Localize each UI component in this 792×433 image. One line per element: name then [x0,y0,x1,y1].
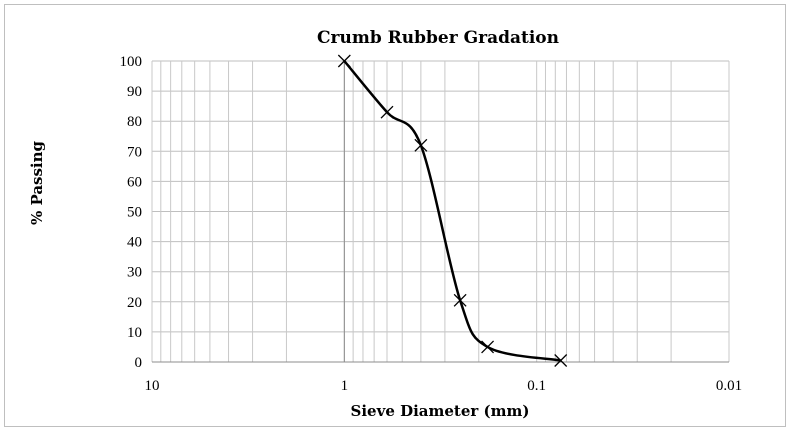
y-tick-label: 30 [127,265,142,281]
y-tick-label: 0 [135,355,143,371]
y-tick-label: 80 [127,114,142,130]
data-point-marker [380,105,394,119]
y-tick-label: 90 [127,84,142,100]
chart-frame [4,4,786,427]
y-tick-label: 60 [127,174,142,190]
marker-stroke [380,105,394,119]
data-point-marker [481,340,495,354]
x-axis-title: Sieve Diameter (mm) [351,402,530,420]
marker-stroke [481,340,495,354]
marker-stroke [554,354,568,367]
x-tick-label: 0.01 [716,378,742,394]
y-tick-label: 100 [120,54,143,70]
series [337,54,568,367]
x-tick-label: 0.1 [527,378,546,394]
series-line [343,60,561,362]
marker-stroke [414,138,428,152]
y-tick-label: 70 [127,144,142,160]
x-tick-label: 10 [145,378,160,394]
x-tick-label: 1 [341,378,349,394]
grid-lines [151,60,730,363]
y-tick-label: 10 [127,325,142,341]
data-point-marker [414,138,428,152]
marker-stroke [337,54,351,68]
data-point-marker [453,293,467,307]
chart-title: Crumb Rubber Gradation [317,28,559,48]
y-axis-title: % Passing [28,140,46,225]
data-point-marker [337,54,351,68]
y-tick-label: 40 [127,235,142,251]
y-tick-label: 50 [127,205,142,221]
marker-stroke [453,293,467,307]
y-tick-label: 20 [127,295,142,311]
data-point-marker [554,354,568,367]
